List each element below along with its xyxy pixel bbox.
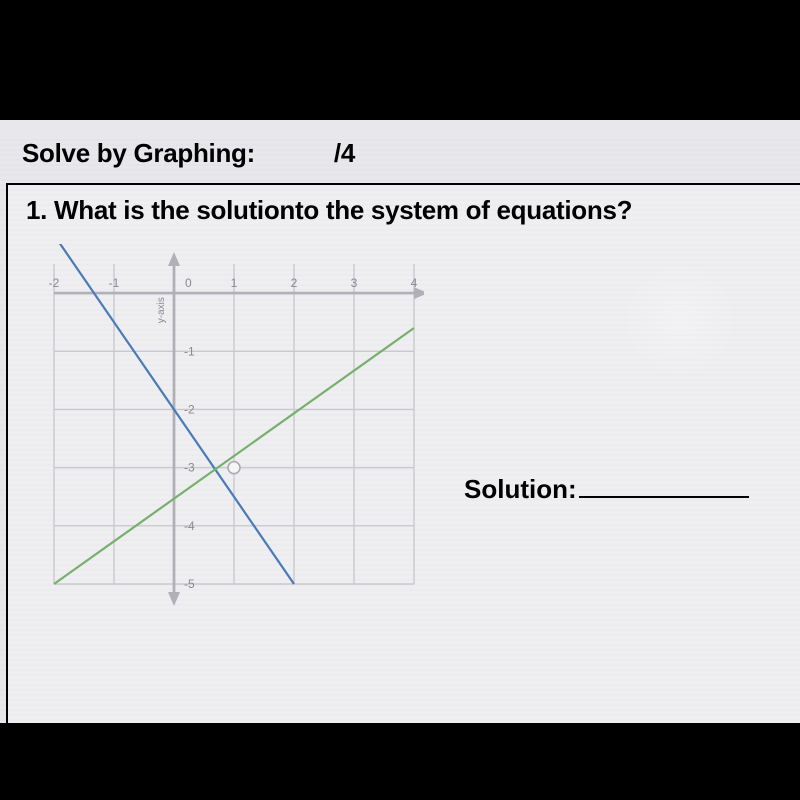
graph-svg: -2 -1 0 1 2 3 4 -1 -2 -3 -4 -5 y-axis xyxy=(24,244,424,614)
svg-text:3: 3 xyxy=(351,276,358,290)
graph: -2 -1 0 1 2 3 4 -1 -2 -3 -4 -5 y-axis xyxy=(24,244,424,614)
svg-text:-4: -4 xyxy=(184,519,195,533)
svg-text:0: 0 xyxy=(185,276,192,290)
solution-area: Solution: xyxy=(464,474,749,505)
question-number: 1. xyxy=(26,195,47,225)
solution-blank xyxy=(579,496,749,498)
svg-text:1: 1 xyxy=(231,276,238,290)
question-body: What is the solutionto the system of equ… xyxy=(54,195,632,225)
svg-text:-1: -1 xyxy=(109,276,120,290)
svg-text:4: 4 xyxy=(411,276,418,290)
section-title: Solve by Graphing: xyxy=(22,138,255,168)
solution-label: Solution: xyxy=(464,474,577,504)
question-content: -2 -1 0 1 2 3 4 -1 -2 -3 -4 -5 y-axis Solution: xyxy=(24,244,800,614)
svg-text:-2: -2 xyxy=(184,402,195,416)
svg-text:2: 2 xyxy=(291,276,298,290)
svg-text:y-axis: y-axis xyxy=(156,297,167,323)
svg-text:-3: -3 xyxy=(184,461,195,475)
question-frame: 1. What is the solutionto the system of … xyxy=(6,183,800,723)
worksheet-page: Solve by Graphing: /4 1. What is the sol… xyxy=(0,120,800,723)
points-fraction: /4 xyxy=(334,138,355,169)
question-text: 1. What is the solutionto the system of … xyxy=(26,195,800,226)
svg-text:-5: -5 xyxy=(184,577,195,591)
svg-text:-2: -2 xyxy=(49,276,60,290)
section-header: Solve by Graphing: /4 xyxy=(0,138,800,183)
svg-text:-1: -1 xyxy=(184,344,195,358)
